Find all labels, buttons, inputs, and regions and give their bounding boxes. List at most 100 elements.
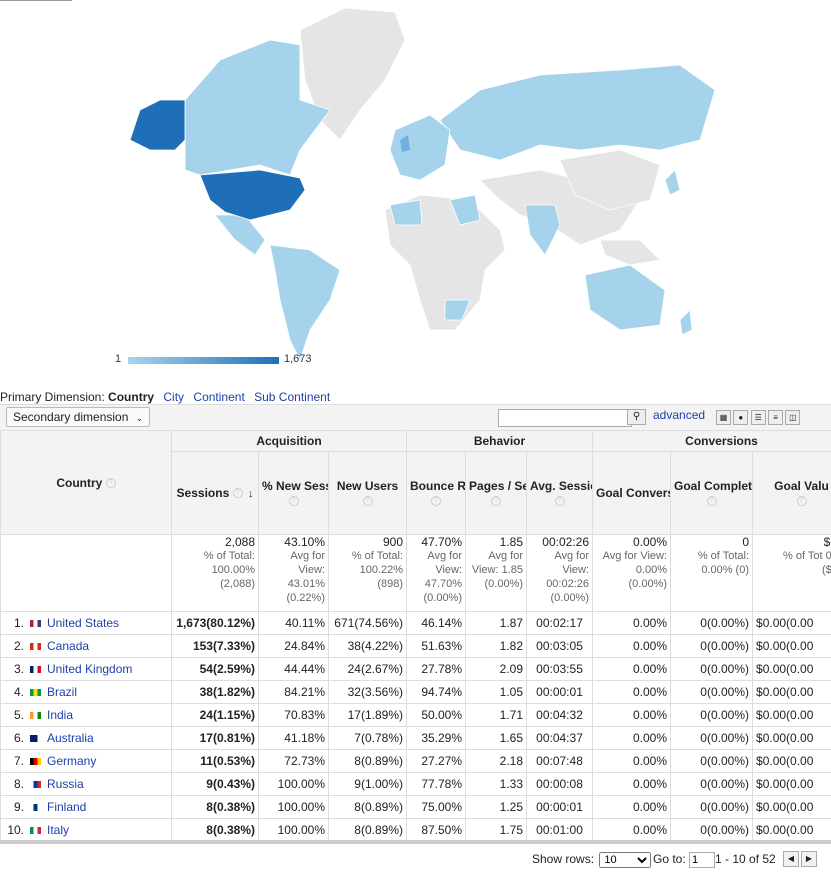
header-new-users-label: New Users — [337, 479, 398, 493]
help-icon[interactable]: ? — [491, 496, 501, 506]
map-region-india — [525, 205, 560, 255]
row-index: 4. — [4, 685, 24, 699]
row-sessions: 8(0.38%) — [172, 819, 259, 841]
view-switcher: ▦ ● ☰ ≡ ◫ — [716, 409, 799, 425]
country-link[interactable]: Brazil — [47, 685, 77, 699]
header-goal-value[interactable]: Goal Valu? — [753, 452, 831, 535]
header-pct-new[interactable]: % New Sessions? — [259, 452, 329, 535]
flag-icon — [30, 666, 41, 673]
search-icon[interactable]: ⚲ — [627, 409, 646, 425]
next-page-button[interactable]: ▶ — [801, 851, 817, 867]
dimension-country: Country — [108, 390, 154, 404]
row-pct-new: 40.11% — [259, 612, 329, 635]
help-icon[interactable]: ? — [431, 496, 441, 506]
row-duration: 00:04:32 — [527, 704, 593, 727]
comparison-view-icon[interactable]: ≡ — [768, 410, 783, 425]
header-bounce[interactable]: Bounce Rate? — [407, 452, 466, 535]
new-users-pct: (0.89%) — [361, 823, 403, 837]
sessions-value: 54 — [200, 662, 213, 676]
help-icon[interactable]: ? — [106, 478, 116, 488]
table-row[interactable]: 1.United States 1,673(80.12%) 40.11% 671… — [1, 612, 831, 635]
sessions-pct: (80.12%) — [206, 616, 255, 630]
header-pages[interactable]: Pages / Session? — [466, 452, 527, 535]
goal-value-pct: (0.00 — [786, 662, 813, 676]
row-duration: 00:03:55 — [527, 658, 593, 681]
completions-pct: (0.00%) — [707, 823, 749, 837]
header-conv-rate[interactable]: Goal Conversion Rate ? — [593, 452, 671, 535]
help-icon[interactable]: ? — [707, 496, 717, 506]
world-map[interactable] — [0, 0, 831, 380]
header-sessions[interactable]: Sessions ? ↓ — [172, 452, 259, 535]
table-row[interactable]: 4.Brazil 38(1.82%) 84.21% 32(3.56%) 94.7… — [1, 681, 831, 704]
table-search-input[interactable] — [498, 409, 632, 427]
table-row[interactable]: 10.Italy 8(0.38%) 100.00% 8(0.89%) 87.50… — [1, 819, 831, 841]
dimension-city-link[interactable]: City — [163, 390, 184, 404]
advanced-filter-link[interactable]: advanced — [653, 408, 705, 422]
row-country: 5.India — [1, 704, 172, 727]
row-duration: 00:00:08 — [527, 773, 593, 796]
prev-page-button[interactable]: ◀ — [783, 851, 799, 867]
secondary-dimension-dropdown[interactable]: Secondary dimension ⌄ — [6, 407, 150, 427]
country-link[interactable]: Italy — [47, 823, 69, 837]
goto-label: Go to: — [653, 852, 686, 866]
goto-input[interactable] — [689, 852, 715, 868]
sessions-value: 9 — [206, 777, 213, 791]
table-row[interactable]: 9.Finland 8(0.38%) 100.00% 8(0.89%) 75.0… — [1, 796, 831, 819]
table-row[interactable]: 6.Australia 17(0.81%) 41.18% 7(0.78%) 35… — [1, 727, 831, 750]
goal-value: $0.00 — [756, 708, 786, 722]
table-row[interactable]: 8.Russia 9(0.43%) 100.00% 9(1.00%) 77.78… — [1, 773, 831, 796]
row-goal-value: $0.00(0.00 — [753, 658, 831, 681]
help-icon[interactable]: ? — [363, 496, 373, 506]
row-bounce: 75.00% — [407, 796, 466, 819]
sessions-pct: (7.33%) — [213, 639, 255, 653]
completions-pct: (0.00%) — [707, 800, 749, 814]
completions-value: 0 — [700, 823, 707, 837]
country-link[interactable]: Germany — [47, 754, 96, 768]
total-goal-value: $0.0% of Tot 0.00 ($0.0 — [753, 535, 831, 612]
header-completions[interactable]: Goal Completions? — [671, 452, 753, 535]
table-row[interactable]: 7.Germany 11(0.53%) 72.73% 8(0.89%) 27.2… — [1, 750, 831, 773]
row-sessions: 9(0.43%) — [172, 773, 259, 796]
header-country[interactable]: Country ? — [1, 431, 172, 535]
table-row[interactable]: 2.Canada 153(7.33%) 24.84% 38(4.22%) 51.… — [1, 635, 831, 658]
completions-value: 0 — [700, 685, 707, 699]
completions-pct: (0.00%) — [707, 754, 749, 768]
country-link[interactable]: Canada — [47, 639, 89, 653]
pivot-view-icon[interactable]: ◫ — [785, 410, 800, 425]
country-link[interactable]: Finland — [47, 800, 86, 814]
country-link[interactable]: United Kingdom — [47, 662, 132, 676]
row-conv-rate: 0.00% — [593, 681, 671, 704]
completions-value: 0 — [700, 616, 707, 630]
country-link[interactable]: Russia — [47, 777, 84, 791]
show-rows-select[interactable]: 10 — [599, 852, 651, 868]
table-row[interactable]: 5.India 24(1.15%) 70.83% 17(1.89%) 50.00… — [1, 704, 831, 727]
total-main: 00:02:26 — [530, 535, 589, 549]
show-rows: Show rows: 10 — [532, 852, 651, 868]
dimension-subcontinent-link[interactable]: Sub Continent — [254, 390, 330, 404]
help-icon[interactable]: ? — [289, 496, 299, 506]
country-link[interactable]: India — [47, 708, 73, 722]
country-link[interactable]: Australia — [47, 731, 94, 745]
table-view-icon[interactable]: ▦ — [716, 410, 731, 425]
help-icon[interactable]: ? — [797, 496, 807, 506]
total-sub: % of Total: 100.00% (2,088) — [175, 549, 255, 591]
header-duration[interactable]: Avg. Session Duration? — [527, 452, 593, 535]
map-region-se-asia — [600, 240, 660, 265]
row-duration: 00:00:01 — [527, 681, 593, 704]
row-pages: 1.05 — [466, 681, 527, 704]
row-index: 2. — [4, 639, 24, 653]
table-row[interactable]: 3.United Kingdom 54(2.59%) 44.44% 24(2.6… — [1, 658, 831, 681]
sessions-pct: (0.43%) — [213, 777, 255, 791]
performance-view-icon[interactable]: ☰ — [751, 410, 766, 425]
group-acquisition: Acquisition — [172, 431, 407, 452]
pie-view-icon[interactable]: ● — [733, 410, 748, 425]
header-new-users[interactable]: New Users? — [329, 452, 407, 535]
table-toolbar: Secondary dimension ⌄ ⚲ advanced ▦ ● ☰ ≡… — [0, 404, 831, 431]
dimension-continent-link[interactable]: Continent — [193, 390, 244, 404]
help-icon[interactable]: ? — [233, 488, 243, 498]
new-users-value: 671 — [334, 616, 354, 630]
country-link[interactable]: United States — [47, 616, 119, 630]
row-completions: 0(0.00%) — [671, 773, 753, 796]
row-new-users: 24(2.67%) — [329, 658, 407, 681]
help-icon[interactable]: ? — [555, 496, 565, 506]
